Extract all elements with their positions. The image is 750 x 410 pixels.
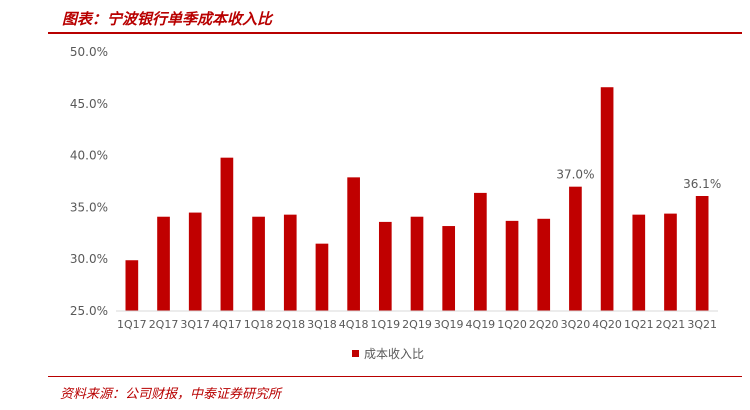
x-tick-label: 3Q17 (180, 318, 210, 331)
bar-2Q20 (537, 218, 551, 311)
x-tick-label: 2Q20 (529, 318, 559, 331)
y-tick-label: 50.0% (70, 45, 108, 59)
x-tick-label: 3Q18 (307, 318, 337, 331)
bar-3Q18 (315, 243, 329, 311)
bar-4Q17 (220, 157, 234, 311)
bar-4Q18 (347, 177, 360, 311)
bar-2Q19 (410, 216, 424, 311)
x-tick-label: 3Q21 (687, 318, 717, 331)
bar-4Q19 (474, 192, 487, 311)
bar-2Q17 (157, 216, 170, 311)
x-tick-label: 1Q17 (117, 318, 147, 331)
bar-1Q17 (125, 260, 139, 311)
y-tick-label: 25.0% (70, 304, 108, 318)
bar-1Q21 (632, 214, 646, 311)
legend-label: 成本收入比 (364, 347, 424, 361)
bar-1Q18 (252, 216, 265, 311)
x-tick-label: 4Q18 (339, 318, 369, 331)
data-label-3Q20: 37.0% (556, 168, 594, 182)
x-tick-label: 2Q18 (275, 318, 305, 331)
y-tick-label: 30.0% (70, 252, 108, 266)
data-label-3Q21: 36.1% (683, 177, 721, 191)
y-tick-label: 40.0% (70, 149, 108, 163)
y-tick-label: 45.0% (70, 97, 108, 111)
footer: 资料来源：公司财报，中泰证券研究所 (48, 376, 742, 405)
bar-3Q17 (188, 212, 202, 311)
y-axis: 25.0% 30.0% 35.0% 40.0% 45.0% 50.0% (70, 45, 108, 318)
x-tick-label: 1Q19 (370, 318, 400, 331)
x-tick-label: 4Q17 (212, 318, 242, 331)
bar-3Q20 (569, 186, 582, 311)
x-tick-label: 1Q18 (244, 318, 274, 331)
y-tick-label: 35.0% (70, 200, 108, 214)
bar-2Q21 (664, 213, 677, 311)
x-tick-label: 1Q20 (497, 318, 527, 331)
x-tick-label: 2Q17 (149, 318, 179, 331)
x-tick-label: 3Q20 (561, 318, 591, 331)
data-labels: 37.0% 36.1% (556, 168, 721, 191)
bar-3Q21 (695, 196, 709, 311)
x-tick-label: 1Q21 (624, 318, 654, 331)
x-tick-label: 4Q19 (466, 318, 496, 331)
bar-3Q19 (442, 226, 456, 311)
bars (125, 87, 709, 311)
x-tick-label: 2Q21 (656, 318, 686, 331)
x-tick-label: 3Q19 (434, 318, 464, 331)
x-tick-label: 4Q20 (592, 318, 622, 331)
x-axis: 1Q17 2Q17 3Q17 4Q17 1Q18 2Q18 3Q18 4Q18 1Q19 2Q19… (116, 310, 718, 331)
chart-title: 图表：宁波银行单季成本收入比 (62, 10, 273, 28)
x-tick-label: 2Q19 (402, 318, 432, 331)
bar-2Q18 (283, 214, 297, 311)
source-note: 资料来源：公司财报，中泰证券研究所 (60, 387, 282, 402)
bar-4Q20 (600, 87, 614, 311)
bar-1Q20 (505, 220, 519, 311)
chart-header: 图表：宁波银行单季成本收入比 (48, 6, 742, 34)
legend: 成本收入比 (352, 347, 424, 361)
bar-1Q19 (378, 221, 392, 311)
legend-swatch (352, 350, 359, 357)
